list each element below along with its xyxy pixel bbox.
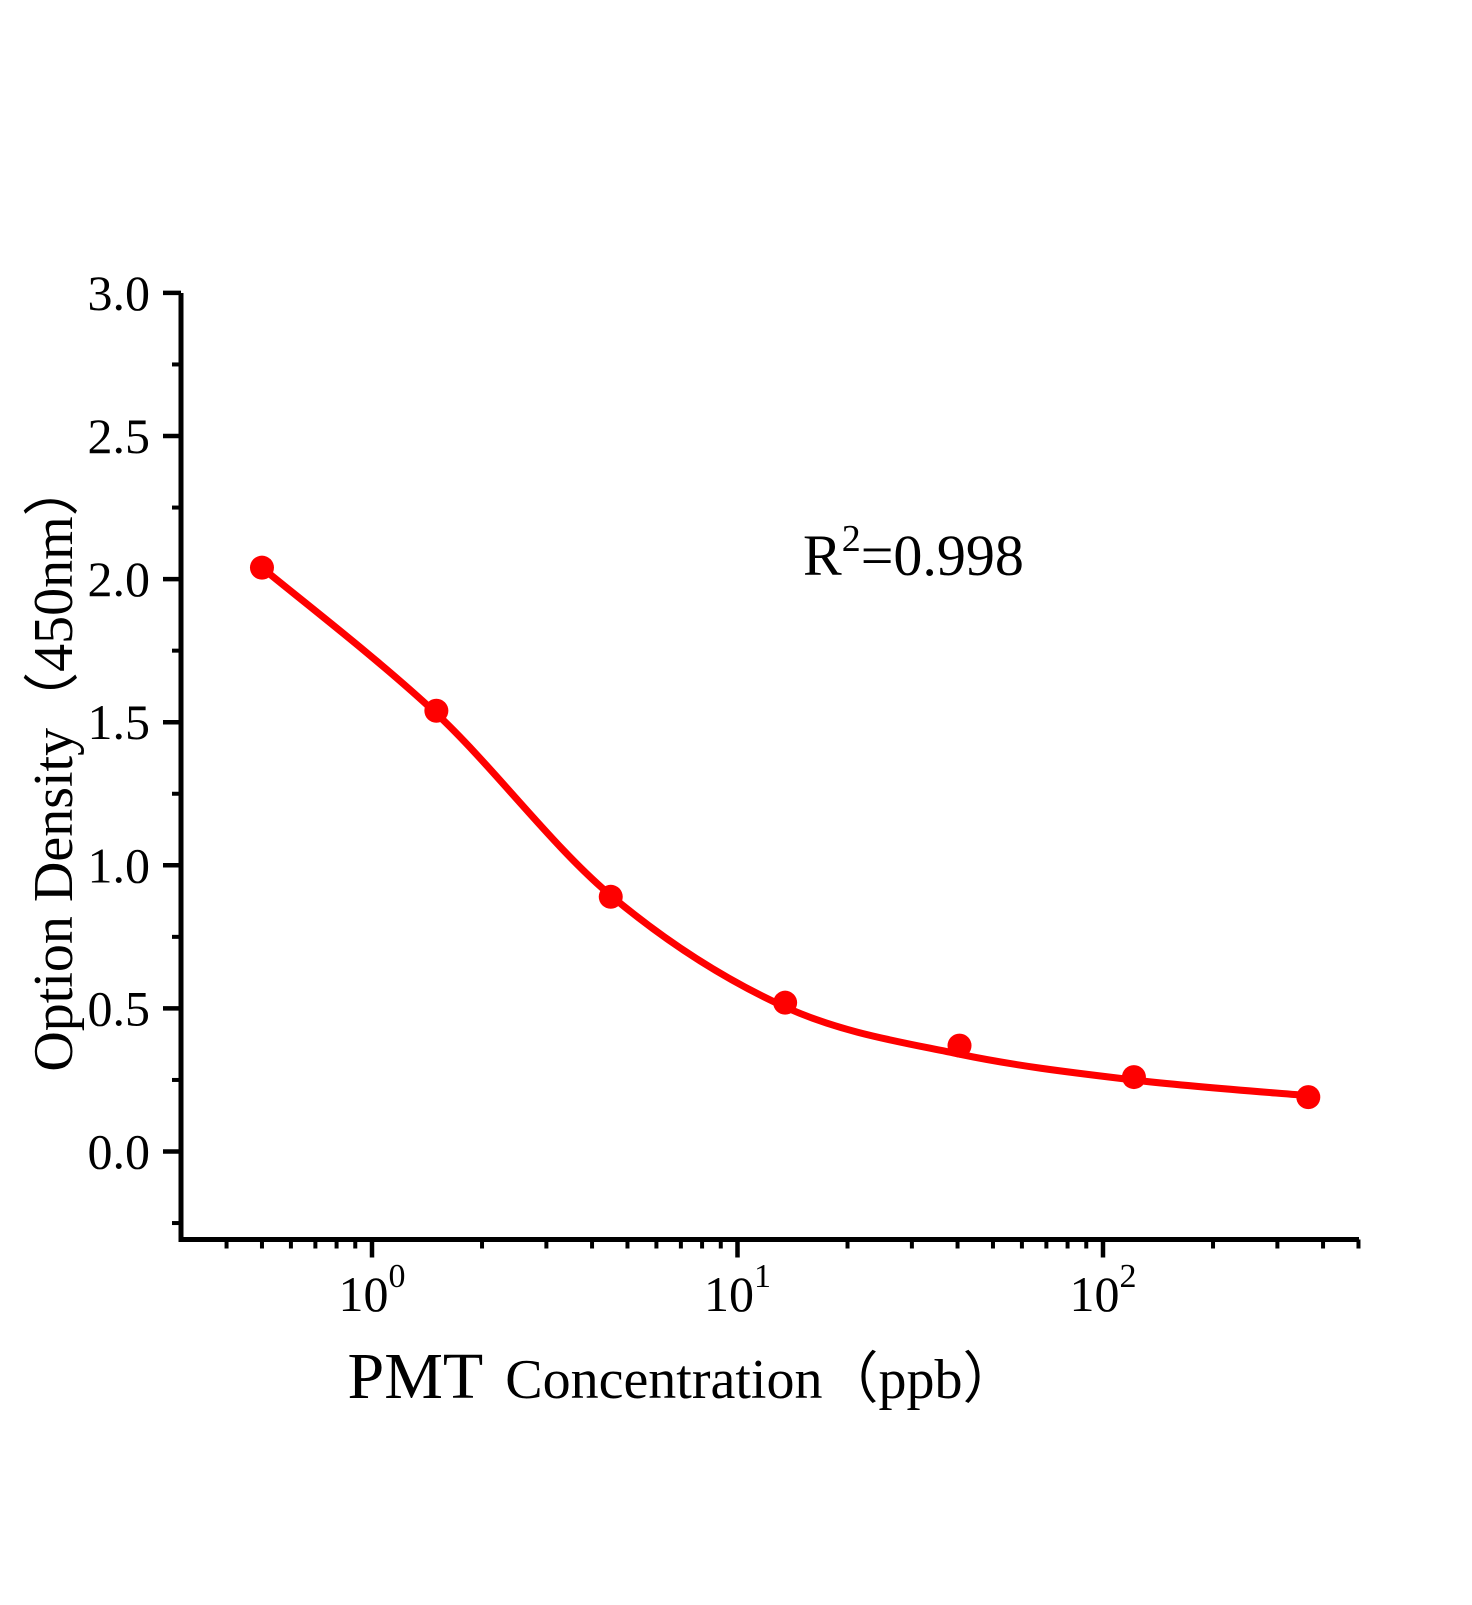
- x-tick-label: 102: [1070, 1258, 1137, 1322]
- data-point: [1121, 1065, 1146, 1090]
- y-axis-tick-labels: 0.0 0.5 1.0 1.5 2.0 2.5 3.0: [88, 265, 151, 1180]
- y-tick-label: 0.0: [88, 1124, 151, 1180]
- y-tick-label: 3.0: [88, 265, 151, 321]
- y-tick-label: 0.5: [88, 980, 151, 1036]
- data-point: [1296, 1085, 1321, 1110]
- fit-curve-layer: [258, 564, 1312, 1100]
- data-point: [598, 884, 623, 909]
- x-axis-title-prefix: PMT: [348, 1340, 484, 1413]
- y-axis-major-ticks: [163, 290, 181, 1154]
- fit-curve: [258, 564, 1312, 1100]
- y-axis-minor-ticks: [172, 362, 181, 1226]
- y-tick-label: 1.0: [88, 837, 151, 893]
- data-point: [773, 990, 798, 1015]
- x-axis-minor-ticks: [224, 1239, 1361, 1249]
- x-axis-title-rest: Concentration（ppb）: [505, 1349, 1018, 1411]
- data-points-layer: [249, 555, 1321, 1110]
- r-squared-base: R: [803, 523, 842, 588]
- r-squared-annotation: R2=0.998: [803, 518, 1024, 588]
- r-squared-exponent: 2: [842, 518, 861, 560]
- data-point: [947, 1033, 972, 1058]
- x-axis-major-ticks: [369, 1239, 1106, 1258]
- y-tick-label: 2.5: [88, 408, 151, 464]
- x-axis-tick-labels: 100 101 102: [339, 1258, 1137, 1322]
- y-tick-label: 1.5: [88, 694, 151, 750]
- r-squared-value: =0.998: [861, 523, 1024, 588]
- data-point: [249, 555, 274, 580]
- x-axis-title: PMT Concentration（ppb）: [348, 1340, 1019, 1413]
- y-axis-title: Option Density（450nm）: [23, 460, 85, 1071]
- x-tick-label: 101: [704, 1258, 771, 1322]
- data-point: [424, 698, 449, 723]
- x-tick-label: 100: [339, 1258, 406, 1322]
- y-tick-label: 2.0: [88, 551, 151, 607]
- axis-frame: [178, 293, 1359, 1242]
